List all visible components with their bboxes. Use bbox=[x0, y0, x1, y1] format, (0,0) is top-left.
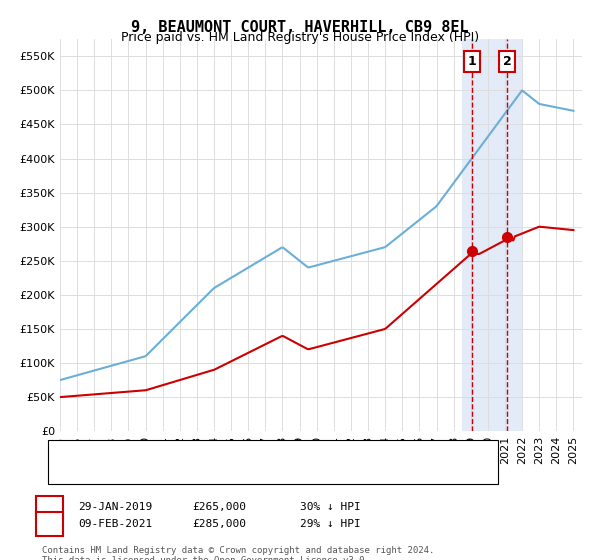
Text: 29% ↓ HPI: 29% ↓ HPI bbox=[300, 519, 361, 529]
Text: £285,000: £285,000 bbox=[192, 519, 246, 529]
Bar bbox=[462, 39, 522, 431]
Text: 9, BEAUMONT COURT, HAVERHILL, CB9 8EL: 9, BEAUMONT COURT, HAVERHILL, CB9 8EL bbox=[131, 20, 469, 35]
Text: 2: 2 bbox=[503, 55, 511, 68]
Text: 29-JAN-2019: 29-JAN-2019 bbox=[78, 502, 152, 512]
Text: £265,000: £265,000 bbox=[192, 502, 246, 512]
Text: 09-FEB-2021: 09-FEB-2021 bbox=[78, 519, 152, 529]
Text: 30% ↓ HPI: 30% ↓ HPI bbox=[300, 502, 361, 512]
Text: 1: 1 bbox=[468, 55, 476, 68]
Text: Price paid vs. HM Land Registry's House Price Index (HPI): Price paid vs. HM Land Registry's House … bbox=[121, 31, 479, 44]
Text: 2: 2 bbox=[46, 519, 53, 529]
Text: 1: 1 bbox=[46, 502, 53, 512]
Text: Contains HM Land Registry data © Crown copyright and database right 2024.
This d: Contains HM Land Registry data © Crown c… bbox=[42, 546, 434, 560]
Text: HPI: Average price, detached house, West Suffolk: HPI: Average price, detached house, West… bbox=[90, 467, 390, 477]
Text: 9, BEAUMONT COURT, HAVERHILL, CB9 8EL (detached house): 9, BEAUMONT COURT, HAVERHILL, CB9 8EL (d… bbox=[90, 447, 427, 457]
